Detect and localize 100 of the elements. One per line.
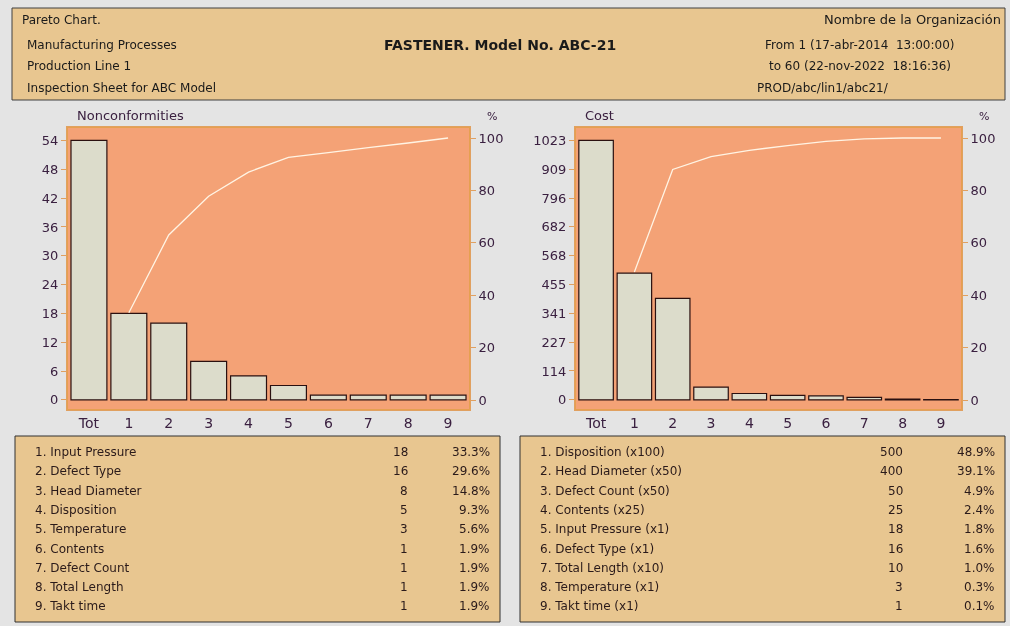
text: From 1 (17-abr-2014 13:00:00) xyxy=(765,38,955,52)
text: 4. Disposition xyxy=(35,503,117,517)
bar xyxy=(389,394,427,401)
bar xyxy=(190,360,228,401)
x-tick-label: 9 xyxy=(443,414,453,431)
bar xyxy=(429,394,467,401)
text: 50 xyxy=(888,484,904,498)
y2-axis-title: % xyxy=(487,110,498,123)
y2-tick-label: 20 xyxy=(478,340,496,356)
text: 0.1% xyxy=(964,599,995,613)
text: 2.4% xyxy=(964,503,995,517)
y2-axis-title: % xyxy=(979,110,990,123)
y-tick-label: 42 xyxy=(41,190,59,206)
y-tick-label: 24 xyxy=(41,277,59,293)
y-tick-label: 227 xyxy=(541,334,567,350)
text: 1 xyxy=(400,542,408,556)
text: Nombre de la Organización xyxy=(824,12,1002,27)
x-tick-label: 6 xyxy=(323,414,333,431)
text: Pareto Chart. xyxy=(22,13,101,27)
text: 400 xyxy=(880,464,903,478)
text: 9. Takt time xyxy=(35,599,106,613)
text: 3 xyxy=(895,580,903,594)
y2-tick-label: 60 xyxy=(478,235,496,251)
x-tick-label: 9 xyxy=(936,414,946,431)
text: 1. Disposition (x100) xyxy=(540,445,665,459)
x-tick-label: 8 xyxy=(403,414,413,431)
x-tick-label: 6 xyxy=(821,414,831,431)
text: 3. Defect Count (x50) xyxy=(540,484,670,498)
text: 16 xyxy=(393,464,409,478)
y-tick-label: 30 xyxy=(41,248,59,264)
x-tick-label: 1 xyxy=(629,414,639,431)
x-tick-label: 4 xyxy=(744,414,754,431)
text: 4. Contents (x25) xyxy=(540,503,645,517)
x-tick-label: Tot xyxy=(584,414,607,431)
y-tick-label: 12 xyxy=(41,334,59,350)
text: 9. Takt time (x1) xyxy=(540,599,639,613)
x-tick-label: 5 xyxy=(283,414,293,431)
x-tick-label: 3 xyxy=(706,414,716,431)
bar xyxy=(578,139,614,401)
y2-tick-label: 20 xyxy=(970,340,988,356)
text: 2. Defect Type xyxy=(35,464,122,478)
x-tick-label: 1 xyxy=(124,414,134,431)
x-tick-label: 2 xyxy=(668,414,678,431)
chart-title: Nonconformities xyxy=(77,108,184,123)
x-tick-label: 8 xyxy=(898,414,908,431)
y-tick-label: 796 xyxy=(541,190,567,206)
y-tick-label: 6 xyxy=(50,363,59,379)
text: 10 xyxy=(888,561,904,575)
y-tick-label: 341 xyxy=(541,305,567,321)
text: 7. Total Length (x10) xyxy=(540,561,665,575)
text: 1.9% xyxy=(459,599,490,613)
bar xyxy=(229,375,268,401)
text: 8. Temperature (x1) xyxy=(540,580,660,594)
text: 0.3% xyxy=(964,580,995,594)
text: 39.1% xyxy=(957,464,996,478)
text: 8. Total Length xyxy=(35,580,124,594)
bar xyxy=(693,386,729,401)
bar xyxy=(70,139,108,401)
y-tick-label: 36 xyxy=(41,219,59,235)
text: 25 xyxy=(888,503,904,517)
y2-tick-label: 0 xyxy=(478,392,487,408)
bar xyxy=(654,297,691,401)
y-tick-label: 455 xyxy=(541,277,567,293)
x-tick-label: 4 xyxy=(244,414,254,431)
y2-tick-label: 100 xyxy=(478,130,504,146)
y2-tick-label: 40 xyxy=(478,287,496,303)
bar xyxy=(309,394,347,401)
text: 3. Head Diameter xyxy=(35,484,142,498)
text: 1. Input Pressure xyxy=(35,445,137,459)
text: 7. Defect Count xyxy=(35,561,130,575)
y-tick-label: 48 xyxy=(41,161,59,177)
text: Manufacturing Processes xyxy=(27,38,177,52)
bar xyxy=(110,312,148,401)
bar xyxy=(808,395,844,401)
text: 2. Head Diameter (x50) xyxy=(540,464,683,478)
text: 1.6% xyxy=(964,542,995,556)
bar xyxy=(616,272,653,401)
line-series xyxy=(633,137,942,273)
bar xyxy=(731,392,768,401)
y2-tick-label: 40 xyxy=(970,287,988,303)
text: 18 xyxy=(888,522,904,536)
text: to 60 (22-nov-2022 18:16:36) xyxy=(769,59,952,73)
text: 5.6% xyxy=(459,522,490,536)
y2-tick-label: 60 xyxy=(970,235,988,251)
x-tick-label: 3 xyxy=(204,414,214,431)
y-tick-label: 114 xyxy=(541,363,567,379)
y-tick-label: 0 xyxy=(558,392,567,408)
y-tick-label: 682 xyxy=(541,219,567,235)
x-tick-label: Tot xyxy=(77,414,100,431)
text: 1 xyxy=(400,561,408,575)
text: 1 xyxy=(400,580,408,594)
text: FASTENER. Model No. ABC-21 xyxy=(384,37,617,53)
bar xyxy=(349,394,387,401)
text: 48.9% xyxy=(957,445,996,459)
text: 1.8% xyxy=(964,522,995,536)
y2-tick-label: 80 xyxy=(970,182,988,198)
text: Production Line 1 xyxy=(27,59,132,73)
bar xyxy=(769,394,806,401)
text: 5. Input Pressure (x1) xyxy=(540,522,670,536)
y2-tick-label: 80 xyxy=(478,182,496,198)
